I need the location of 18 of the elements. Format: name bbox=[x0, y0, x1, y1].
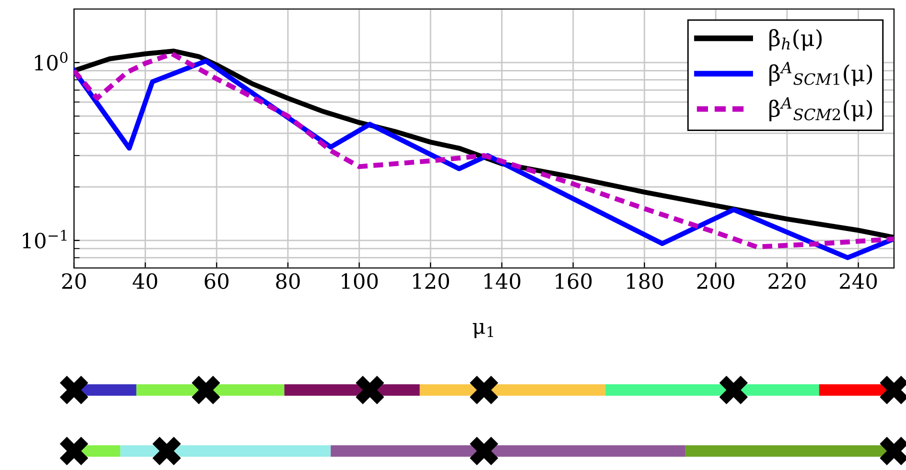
x-axis-title: μ$_{1}$ bbox=[472, 322, 494, 338]
x-tick-label: 60 bbox=[204, 273, 228, 289]
x-tick-label: 160 bbox=[556, 273, 592, 289]
x-tick-label: 200 bbox=[697, 273, 734, 289]
x-tick-label: 120 bbox=[413, 273, 450, 289]
x-tick-label: 40 bbox=[132, 273, 158, 289]
y-tick-label: 10$^{0}$ bbox=[35, 52, 68, 71]
y-tick-label: 10$^{−1}$ bbox=[22, 230, 67, 249]
x-tick-label: 180 bbox=[627, 273, 663, 289]
legend-label: β$^{A}$$_{SCM1}$(μ) bbox=[769, 62, 872, 86]
x-tick-label: 80 bbox=[276, 273, 300, 289]
x-tick-label: 20 bbox=[62, 273, 86, 289]
x-tick-label: 140 bbox=[484, 273, 520, 289]
x-tick-label: 100 bbox=[342, 273, 378, 289]
legend-label: β$_{h}$(μ) bbox=[769, 29, 822, 51]
legend-label: β$^{A}$$_{SCM2}$(μ) bbox=[769, 97, 872, 122]
x-tick-label: 240 bbox=[840, 273, 877, 289]
x-tick-label: 220 bbox=[768, 273, 806, 289]
